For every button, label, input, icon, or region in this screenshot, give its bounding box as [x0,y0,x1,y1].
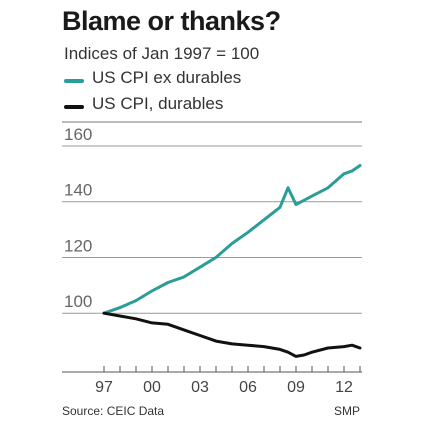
y-tick-label-160: 160 [64,125,92,144]
legend-item-cpi-durables: US CPI, durables [64,94,364,118]
source-note: Source: CEIC Data [62,404,165,418]
legend-item-cpi-ex-durables: US CPI ex durables [64,68,364,92]
y-tick-label-140: 140 [64,181,92,200]
chart-title: Blame or thanks? [62,6,281,36]
x-tick-label-12: 12 [335,379,353,396]
y-tick-label-120: 120 [64,236,92,255]
legend-swatch-cpi-durables [64,105,84,109]
x-tick-label-03: 03 [191,379,209,396]
legend-label-cpi-durables: US CPI, durables [92,94,224,113]
series-line-cpi-durables [102,311,362,358]
series-line-cpi-ex-durables [102,164,362,315]
x-tick-label-00: 00 [143,379,161,396]
legend-label-cpi-ex-durables: US CPI ex durables [92,68,242,87]
legend-swatch-cpi-ex-durables [64,79,84,83]
x-tick-label-97: 97 [95,379,113,396]
y-tick-label-100: 100 [64,292,92,311]
x-tick-label-06: 06 [239,379,257,396]
publisher-mark: SMP [334,404,361,418]
x-tick-label-09: 09 [287,379,305,396]
chart-subtitle: Indices of Jan 1997 = 100 [64,44,260,63]
